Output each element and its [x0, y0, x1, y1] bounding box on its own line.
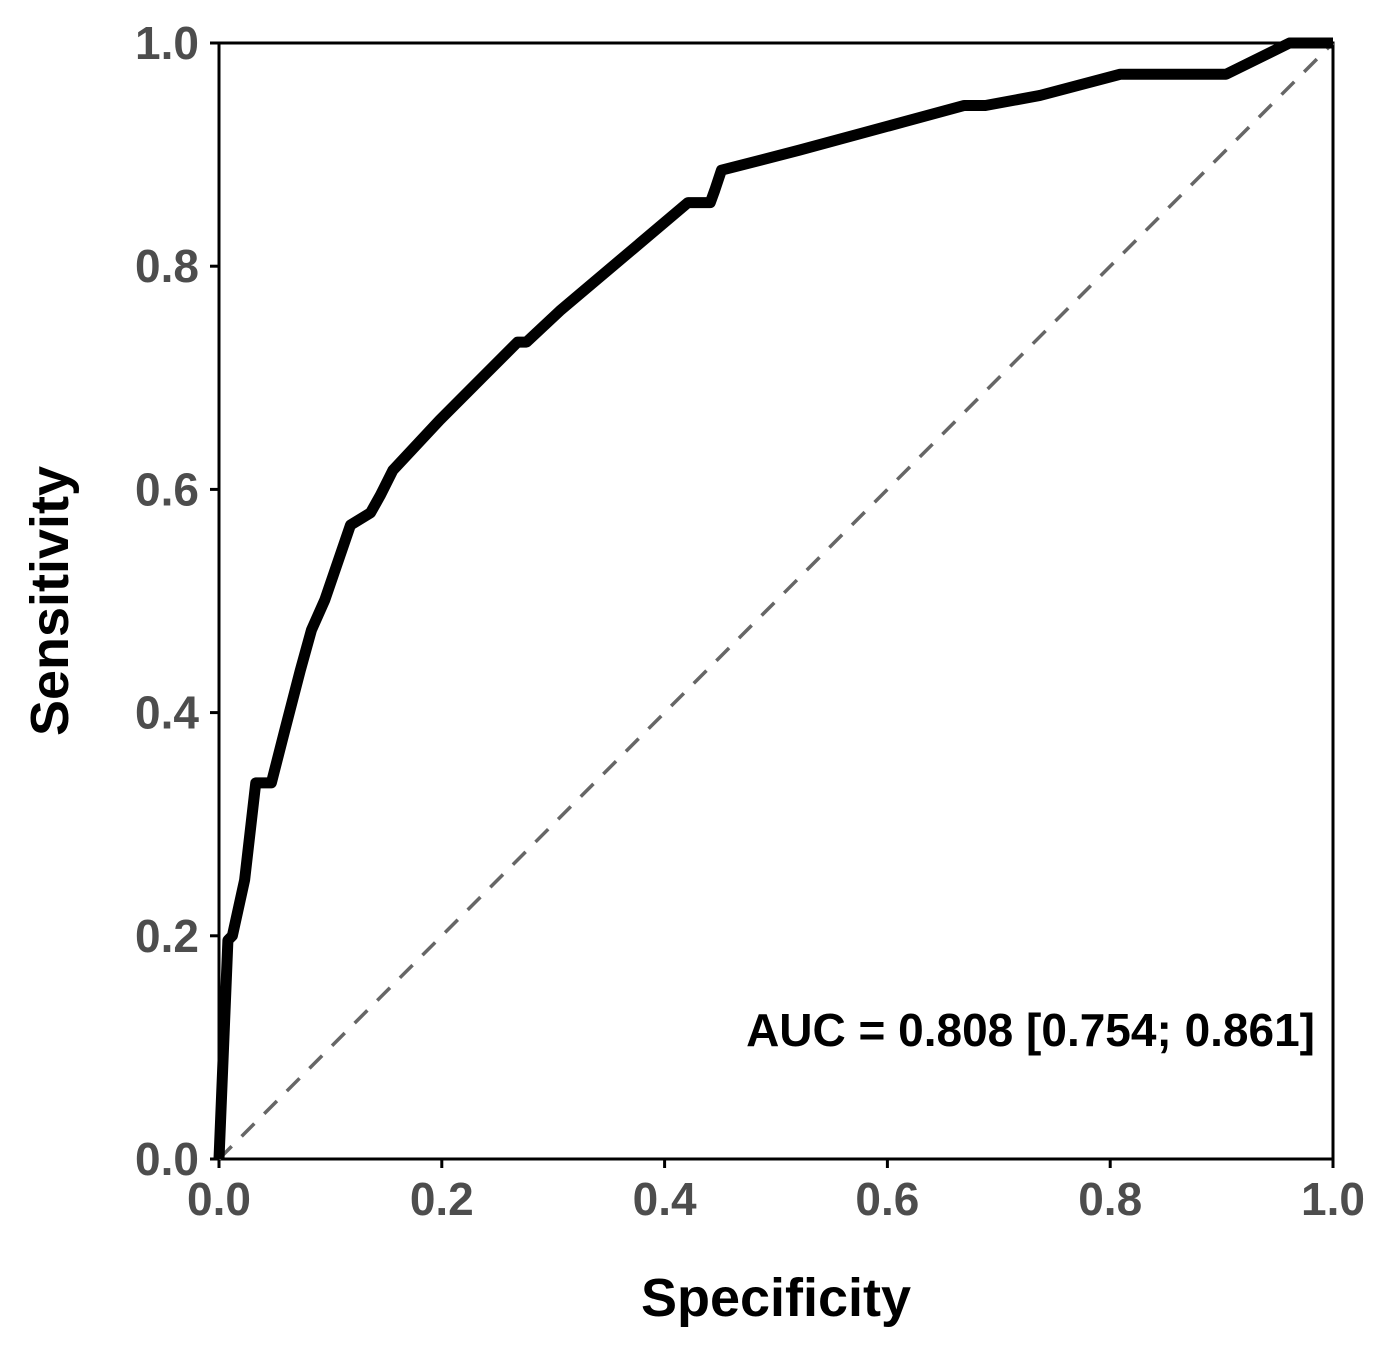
- x-axis-title: Specificity: [641, 1268, 911, 1328]
- x-tick-label: 1.0: [1301, 1173, 1365, 1225]
- y-tick-label: 0.4: [135, 687, 199, 739]
- y-tick-label: 1.0: [135, 17, 199, 69]
- x-tick-label: 0.2: [410, 1173, 474, 1225]
- y-tick-label: 0.2: [135, 910, 199, 962]
- annotation: AUC = 0.808 [0.754; 0.861]: [746, 1004, 1315, 1056]
- y-tick-label: 0.0: [135, 1133, 199, 1185]
- plot-frame: [217, 41, 1335, 1161]
- reference-line: [217, 41, 1335, 1161]
- y-tick-label: 0.6: [135, 463, 199, 515]
- x-tick-label: 0.8: [1078, 1173, 1142, 1225]
- y-tick-label: 0.8: [135, 240, 199, 292]
- roc-curve: [213, 37, 1333, 1160]
- y-axis-title: Sensitivity: [20, 466, 80, 736]
- x-tick-label: 0.6: [855, 1173, 919, 1225]
- x-tick-label: 0.0: [187, 1173, 251, 1225]
- x-tick-label: 0.4: [633, 1173, 697, 1225]
